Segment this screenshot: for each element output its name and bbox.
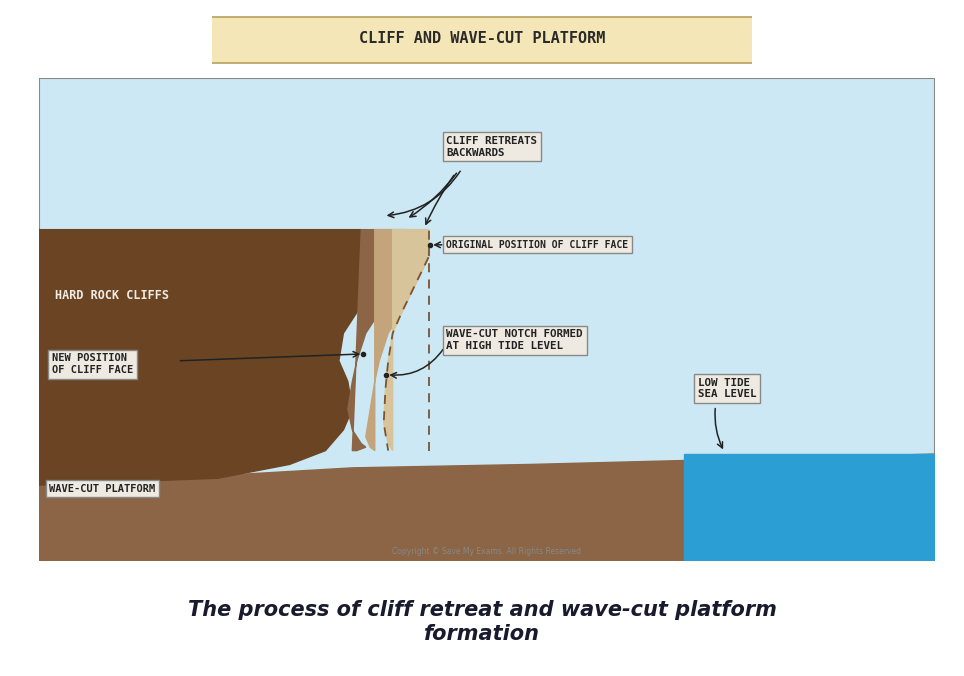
Polygon shape xyxy=(39,458,935,561)
Text: CLIFF AND WAVE-CUT PLATFORM: CLIFF AND WAVE-CUT PLATFORM xyxy=(359,31,605,47)
Polygon shape xyxy=(348,230,406,451)
Polygon shape xyxy=(365,230,429,451)
Polygon shape xyxy=(39,230,370,485)
Text: HARD ROCK CLIFFS: HARD ROCK CLIFFS xyxy=(55,289,169,301)
Text: ORIGINAL POSITION OF CLIFF FACE: ORIGINAL POSITION OF CLIFF FACE xyxy=(446,240,629,250)
Text: WAVE-CUT NOTCH FORMED
AT HIGH TIDE LEVEL: WAVE-CUT NOTCH FORMED AT HIGH TIDE LEVEL xyxy=(446,329,583,351)
Text: NEW POSITION
OF CLIFF FACE: NEW POSITION OF CLIFF FACE xyxy=(52,354,133,375)
Text: WAVE-CUT PLATFORM: WAVE-CUT PLATFORM xyxy=(49,483,155,493)
Text: LOW TIDE
SEA LEVEL: LOW TIDE SEA LEVEL xyxy=(698,378,756,400)
Polygon shape xyxy=(684,454,935,561)
Text: Copyright © Save My Exams. All Rights Reserved: Copyright © Save My Exams. All Rights Re… xyxy=(392,547,581,556)
Text: CLIFF RETREATS
BACKWARDS: CLIFF RETREATS BACKWARDS xyxy=(446,136,538,158)
FancyBboxPatch shape xyxy=(201,17,763,63)
Polygon shape xyxy=(384,230,429,451)
Polygon shape xyxy=(39,454,935,561)
Text: The process of cliff retreat and wave-cut platform
formation: The process of cliff retreat and wave-cu… xyxy=(188,600,776,644)
